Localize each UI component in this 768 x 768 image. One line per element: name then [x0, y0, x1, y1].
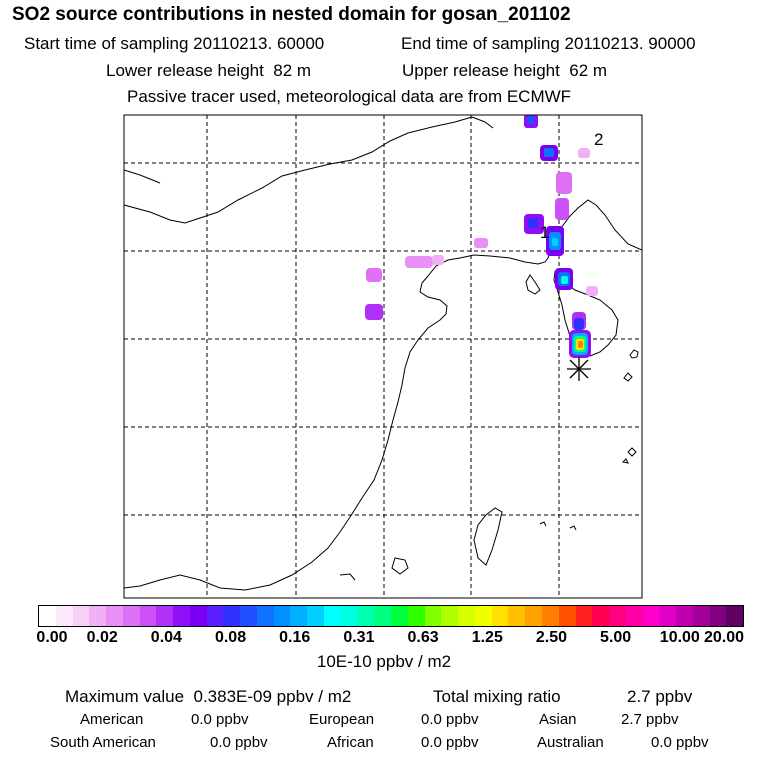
colorbar-swatch [676, 606, 693, 626]
colorbar-units: 10E-10 ppbv / m2 [316, 652, 452, 671]
source-marker-1: 1 [540, 223, 549, 242]
colorbar-swatch [424, 606, 442, 626]
upper-release-height: Upper release height 62 m [402, 61, 607, 81]
colorbar-swatch [55, 606, 73, 626]
colorbar-swatch [324, 606, 341, 626]
colorbar-swatch [223, 606, 241, 626]
colorbar-swatch [609, 606, 626, 626]
colorbar-swatch [106, 606, 123, 626]
colorbar-swatch [173, 606, 190, 626]
colorbar-swatch [592, 606, 610, 626]
colorbar-swatch [391, 606, 408, 626]
end-time: End time of sampling 20110213. 90000 [401, 34, 696, 54]
colorbar-swatch [122, 606, 140, 626]
region-name: Asian [539, 711, 577, 728]
total-mixing-ratio-value: 2.7 ppbv [627, 687, 693, 706]
colorbar-swatch [290, 606, 308, 626]
region-name: African [327, 734, 374, 751]
region-value: 2.7 ppbv [621, 711, 679, 728]
upper-release-value: 62 m [569, 61, 608, 80]
start-time: Start time of sampling 20110213. 60000 [24, 34, 324, 54]
colorbar-swatch [642, 606, 660, 626]
lower-release-value: 82 m [273, 61, 312, 80]
concentration-patches [365, 115, 598, 358]
lower-release-label: Lower release height [106, 61, 264, 80]
colorbar-swatch [273, 606, 291, 626]
colorbar-swatch [575, 606, 593, 626]
colorbar-swatch [726, 606, 744, 626]
colorbar-swatch [541, 606, 559, 626]
source-marker-2: 2 [594, 130, 603, 149]
colorbar-tick-label: 1.25 [471, 629, 503, 646]
end-time-label: End time of sampling [401, 34, 560, 53]
colorbar-swatch [709, 606, 727, 626]
total-mixing-ratio-label: Total mixing ratio [433, 687, 561, 706]
region-value: 0.0 ppbv [421, 711, 479, 728]
region-value: 0.0 ppbv [421, 734, 479, 751]
map-panel: 1 2 [123, 114, 643, 599]
maximum-value: Maximum value 0.383E-09 ppbv / m2 [65, 687, 351, 707]
receptor-asterisk-icon [567, 357, 591, 381]
upper-release-label: Upper release height [402, 61, 560, 80]
colorbar-swatch [508, 606, 526, 626]
colorbar-swatch [89, 606, 107, 626]
colorbar-swatch [458, 606, 475, 626]
colorbar-swatch [692, 606, 710, 626]
colorbar-tick-label: 0.04 [150, 629, 182, 646]
colorbar-tick-label: 0.31 [343, 629, 375, 646]
colorbar-tick-label: 0.08 [214, 629, 247, 646]
colorbar-swatch [525, 606, 542, 626]
colorbar-tick-label: 0.63 [407, 629, 439, 646]
start-time-label: Start time of sampling [24, 34, 189, 53]
region-value: 0.0 ppbv [210, 734, 268, 751]
colorbar-swatch [625, 606, 643, 626]
region-value: 0.0 ppbv [191, 711, 249, 728]
region-name: Australian [537, 734, 604, 751]
region-name: European [309, 711, 375, 728]
maximum-value-label: Maximum value [65, 687, 185, 706]
colorbar-swatch [156, 606, 174, 626]
colorbar-swatch [206, 606, 224, 626]
start-time-value: 20110213. 60000 [193, 34, 325, 53]
colorbar-swatch [307, 606, 325, 626]
region-value: 0.0 ppbv [651, 734, 709, 751]
colorbar-swatch [340, 606, 358, 626]
colorbar-swatch [558, 606, 576, 626]
colorbar-swatch [474, 606, 492, 626]
colorbar-tick-label: 0.00 [36, 629, 68, 646]
end-time-value: 20110213. 90000 [564, 34, 696, 53]
colorbar-swatch [491, 606, 509, 626]
region-name: American [80, 711, 144, 728]
maximum-value-number: 0.383E-09 ppbv / m2 [193, 687, 352, 706]
region-name: South American [50, 734, 156, 751]
colorbar-swatch [374, 606, 392, 626]
colorbar-tick-label: 20.00 [703, 629, 745, 646]
colorbar-swatch [256, 606, 274, 626]
colorbar-swatch [189, 606, 207, 626]
colorbar-swatch [357, 606, 375, 626]
colorbar-swatch [441, 606, 459, 626]
colorbar-tick-label: 10.00 [659, 629, 700, 646]
colorbar [38, 605, 744, 627]
colorbar-tick-label: 5.00 [600, 629, 632, 646]
map-gridlines [124, 115, 642, 598]
colorbar-swatch [72, 606, 90, 626]
tracer-note: Passive tracer used, meteorological data… [127, 87, 572, 106]
colorbar-tick-label: 0.02 [86, 629, 118, 646]
colorbar-swatch [39, 606, 56, 626]
map-frame [123, 114, 643, 599]
colorbar-swatch [659, 606, 677, 626]
colorbar-tick-label: 2.50 [535, 629, 568, 646]
lower-release-height: Lower release height 82 m [106, 61, 311, 81]
plot-title: SO2 source contributions in nested domai… [12, 4, 571, 25]
colorbar-swatch [407, 606, 425, 626]
map-background [124, 115, 642, 598]
colorbar-swatch [139, 606, 157, 626]
colorbar-tick-label: 0.16 [279, 629, 311, 646]
colorbar-swatch [240, 606, 257, 626]
